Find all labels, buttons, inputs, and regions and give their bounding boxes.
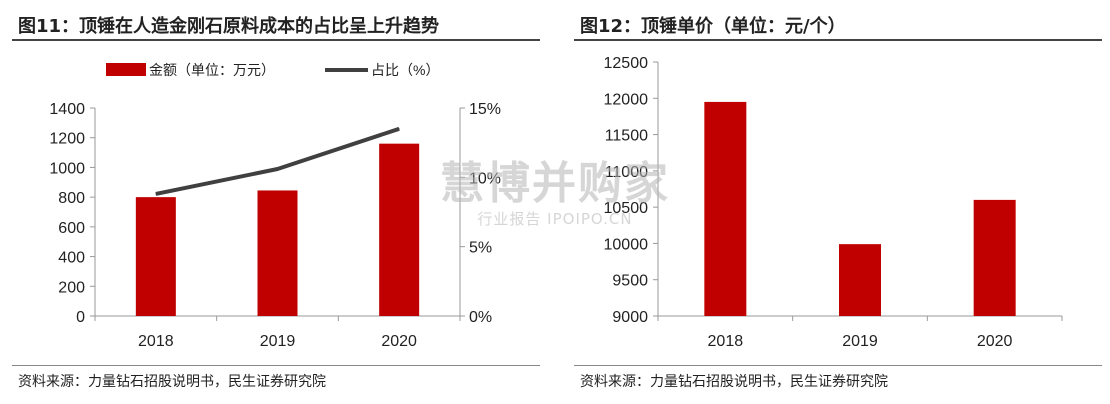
bar-chart-svg: 9000 9500 10000 10500 11000 11500 12000 12500 20… [604, 55, 1063, 350]
y-tick-label-right: 10% [469, 170, 501, 187]
line-point [398, 128, 400, 130]
title-divider [12, 39, 540, 41]
line-point [277, 168, 278, 170]
y-tick-label-left: 1000 [49, 160, 85, 177]
x-tick-label: 2019 [260, 333, 296, 350]
y-tick-label: 12000 [604, 91, 649, 108]
y-tick-label-left: 0 [76, 309, 85, 326]
figure-title: 图11：顶锤在人造金刚石原料成本的占比呈上升趋势 [18, 16, 440, 37]
title-divider [574, 39, 1102, 41]
series-line [155, 126, 400, 196]
legend-bar-label: 金额（单位：万元） [149, 62, 275, 78]
bar [379, 143, 420, 316]
chart-panel-left: 图11：顶锤在人造金刚石原料成本的占比呈上升趋势 金额（单位：万元） 占比（%） 0… [0, 0, 548, 404]
y-tick-label-left: 600 [58, 220, 85, 237]
source-divider [12, 365, 540, 366]
bar [839, 244, 881, 316]
x-tick-label: 2018 [138, 333, 174, 350]
y-tick-label-left: 200 [58, 279, 85, 296]
y-tick-label: 10500 [604, 200, 649, 217]
source-note: 资料来源：力量钻石招股说明书，民生证券研究院 [18, 374, 326, 390]
y-tick-label-right: 5% [469, 240, 492, 257]
combo-chart-svg: 金额（单位：万元） 占比（%） 0 200 400 600 800 1000 1200 1400 0… [49, 62, 501, 350]
bar [257, 190, 298, 316]
y-tick-label-right: 0% [469, 309, 492, 326]
y-tick-label: 11000 [605, 164, 648, 181]
y-tick-label: 10000 [604, 236, 649, 253]
source-note: 资料来源：力量钻石招股说明书，民生证券研究院 [580, 374, 888, 390]
y-tick-label-left: 400 [58, 250, 85, 267]
x-tick-label: 2020 [381, 333, 417, 350]
source-divider [574, 365, 1102, 366]
line-point [155, 193, 157, 195]
y-tick-label-left: 1200 [49, 131, 85, 148]
x-tick-label: 2018 [708, 333, 744, 350]
legend-line-label: 占比（%） [371, 62, 439, 78]
bar [704, 101, 747, 317]
bar [135, 197, 176, 316]
y-tick-label: 11500 [605, 128, 648, 145]
y-tick-label-right: 15% [469, 101, 501, 118]
bar [973, 199, 1016, 316]
x-tick-label: 2019 [842, 333, 878, 350]
figure-title: 图12：顶锤单价（单位：元/个） [580, 16, 846, 37]
y-tick-label: 9000 [612, 309, 648, 326]
y-tick-label: 9500 [612, 273, 648, 290]
y-tick-label-left: 800 [58, 190, 85, 207]
y-tick-label: 12500 [604, 55, 649, 72]
y-tick-label-left: 1400 [49, 101, 85, 118]
legend-bar-swatch [106, 63, 146, 76]
x-tick-label: 2020 [977, 333, 1013, 350]
chart-panel-right: 图12：顶锤单价（单位：元/个） 9000 9500 10000 10500 11000… [562, 0, 1110, 404]
